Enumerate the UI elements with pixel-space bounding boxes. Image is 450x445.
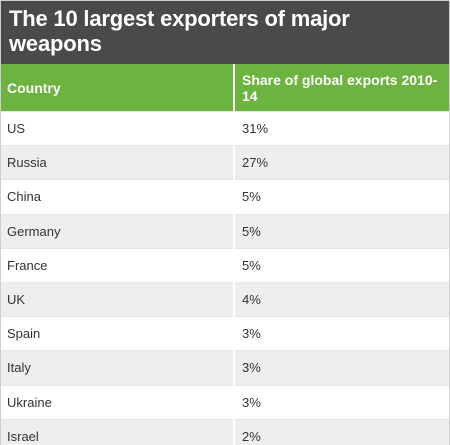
country-cell: Israel (1, 418, 234, 445)
country-cell: Germany (1, 213, 234, 249)
country-cell: Ukraine (1, 384, 234, 420)
country-cell: China (1, 179, 234, 215)
table-row: China 5% (1, 179, 449, 215)
country-cell: UK (1, 281, 234, 317)
country-cell: Italy (1, 350, 234, 385)
share-cell: 3% (233, 350, 449, 385)
table-row: Israel 2% (1, 418, 449, 445)
country-cell: Spain (1, 316, 234, 351)
table-row: Italy 3% (1, 350, 449, 385)
table-row: Spain 3% (1, 316, 449, 351)
country-cell: France (1, 247, 234, 283)
share-cell: 3% (233, 384, 449, 420)
country-cell: Russia (1, 145, 234, 180)
table-row: France 5% (1, 247, 449, 283)
exporters-table: Country Share of global exports 2010-14 … (1, 64, 449, 445)
share-cell: 5% (233, 213, 449, 249)
table-row: UK 4% (1, 281, 449, 317)
header-row: Country Share of global exports 2010-14 (1, 64, 449, 112)
table-row: Ukraine 3% (1, 384, 449, 420)
table-row: US 31% (1, 110, 449, 146)
column-header-country: Country (1, 64, 234, 112)
share-cell: 31% (233, 110, 449, 146)
share-cell: 3% (233, 316, 449, 351)
share-cell: 2% (233, 418, 449, 445)
table-body: US 31% Russia 27% China 5% Germany 5% France 5% UK… (1, 110, 449, 445)
share-cell: 4% (233, 281, 449, 317)
share-cell: 27% (233, 145, 449, 180)
table-row: Germany 5% (1, 213, 449, 249)
country-cell: US (1, 110, 234, 146)
chart-title: The 10 largest exporters of major weapon… (1, 1, 449, 64)
table-header: Country Share of global exports 2010-14 (1, 64, 449, 112)
table-row: Russia 27% (1, 145, 449, 180)
share-cell: 5% (233, 179, 449, 215)
column-header-share: Share of global exports 2010-14 (233, 64, 449, 112)
share-cell: 5% (233, 247, 449, 283)
